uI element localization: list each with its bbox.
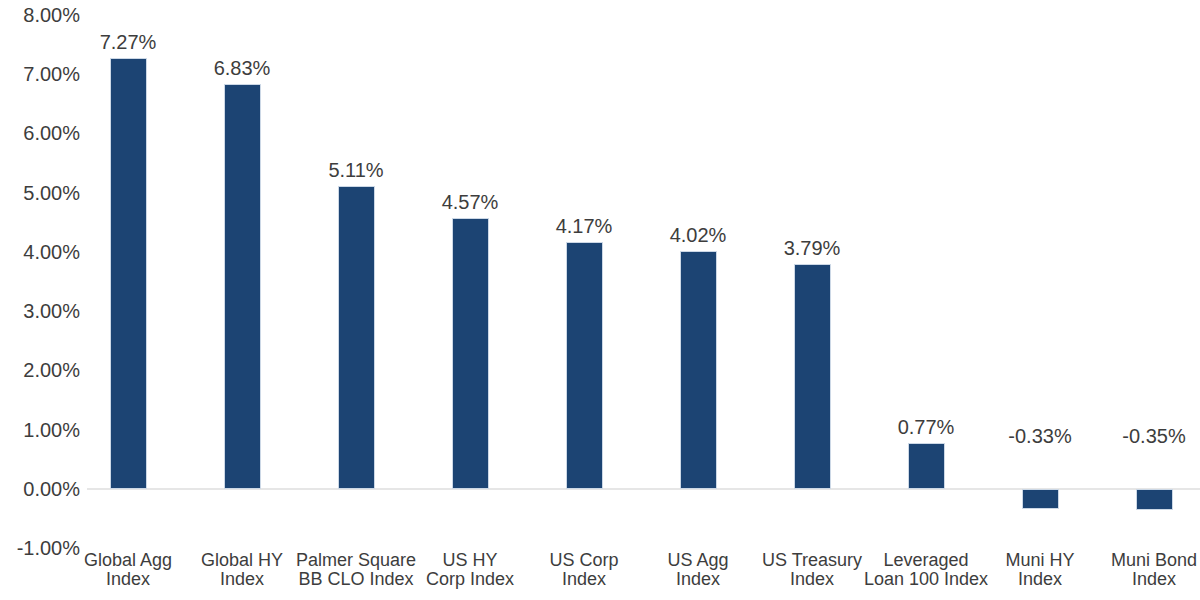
y-axis-tick-label: 5.00% <box>0 180 80 206</box>
x-axis-category-label: US Corp Index <box>549 551 618 589</box>
bar-leveraged-loan-100-index <box>908 443 945 489</box>
bond-index-returns-bar-chart: 8.00% 7.00% 6.00% 5.00% 4.00% 3.00% 2.00% 1.00%… <box>0 0 1200 600</box>
x-axis-category-label: Global Agg Index <box>84 551 172 589</box>
bar-us-hy-corp-index <box>452 218 489 489</box>
x-axis-category-label: Muni Bond Index <box>1111 551 1197 589</box>
y-axis-tick-label: 0.00% <box>0 476 80 502</box>
y-axis-tick-label: 3.00% <box>0 298 80 324</box>
x-axis-category-label: Global HY Index <box>201 551 283 589</box>
bar-palmer-square-bb-clo-index <box>338 186 375 489</box>
x-axis-category-label: Muni HY Index <box>1005 551 1074 589</box>
y-axis-tick-label: 7.00% <box>0 61 80 87</box>
x-axis-category-label: US HY Corp Index <box>426 551 514 589</box>
y-axis-tick-label: 1.00% <box>0 417 80 443</box>
bar-us-agg-index <box>680 251 717 489</box>
value-label: -0.35% <box>1122 425 1185 447</box>
y-axis-tick-label: -1.00% <box>0 535 80 561</box>
y-axis-tick-label: 6.00% <box>0 120 80 146</box>
y-axis-tick-label: 8.00% <box>0 2 80 28</box>
bar-us-treasury-index <box>794 264 831 489</box>
value-label: 3.79% <box>784 237 841 259</box>
value-label: 4.17% <box>556 215 613 237</box>
value-label: 7.27% <box>100 31 157 53</box>
bar-global-hy-index <box>224 84 261 489</box>
x-axis-category-label: US Agg Index <box>667 551 728 589</box>
value-label: 0.77% <box>898 416 955 438</box>
value-label: 5.11% <box>328 159 383 181</box>
y-axis-tick-label: 2.00% <box>0 357 80 383</box>
bar-muni-bond-index <box>1136 489 1173 510</box>
bar-global-agg-index <box>110 58 147 489</box>
x-axis-category-label: Palmer Square BB CLO Index <box>296 551 416 589</box>
value-label: 6.83% <box>214 57 271 79</box>
x-axis-category-label: US Treasury Index <box>762 551 862 589</box>
bar-muni-hy-index <box>1022 489 1059 509</box>
y-axis-tick-label: 4.00% <box>0 239 80 265</box>
value-label: 4.02% <box>670 224 727 246</box>
bar-us-corp-index <box>566 242 603 489</box>
x-axis-category-label: Leveraged Loan 100 Index <box>864 551 988 589</box>
value-label: 4.57% <box>442 191 499 213</box>
plot-area: 8.00% 7.00% 6.00% 5.00% 4.00% 3.00% 2.00% 1.00%… <box>0 0 1200 600</box>
value-label: -0.33% <box>1008 425 1071 447</box>
